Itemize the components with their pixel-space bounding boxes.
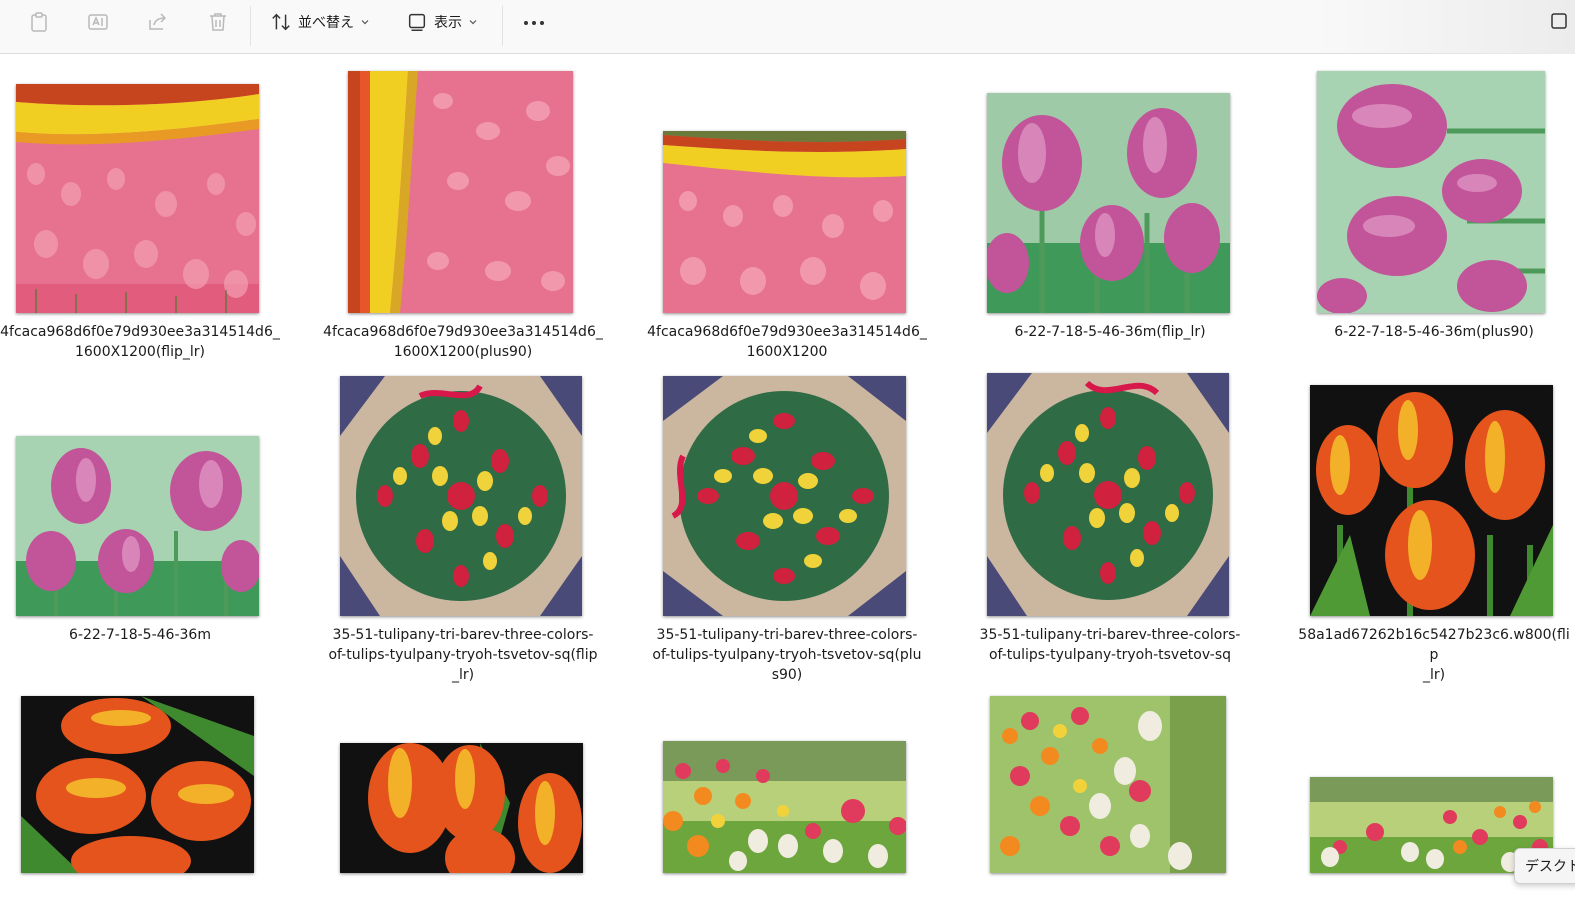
file-thumbnail[interactable] bbox=[16, 84, 259, 313]
tulip-bouquet-image bbox=[987, 373, 1229, 616]
file-thumbnail[interactable] bbox=[348, 71, 573, 313]
file-name: 35-51-tulipany-tri-barev-three-colors- o… bbox=[652, 627, 922, 683]
sort-label: 並べ替え bbox=[298, 15, 354, 31]
magenta-tulips-image bbox=[987, 93, 1230, 313]
sort-button[interactable]: 並べ替え bbox=[270, 10, 370, 34]
view-icon bbox=[408, 13, 426, 31]
toolbar-separator bbox=[502, 6, 503, 46]
toolbar-separator bbox=[250, 6, 251, 46]
desktop-tooltip: デスクトップ bbox=[1514, 848, 1575, 884]
paste-icon[interactable] bbox=[27, 10, 51, 34]
file-name: 35-51-tulipany-tri-barev-three-colors- o… bbox=[328, 627, 598, 683]
magenta-tulips-image bbox=[1317, 71, 1545, 313]
tulip-field-image bbox=[348, 71, 573, 313]
file-name: 6-22-7-18-5-46-36m(flip_lr) bbox=[1014, 324, 1206, 340]
magenta-tulips-image bbox=[16, 436, 259, 616]
toolbar-fade bbox=[1315, 0, 1575, 54]
file-name: 4fcaca968d6f0e79d930ee3a314514d6_ 1600X1… bbox=[647, 324, 927, 360]
file-thumbnail[interactable] bbox=[987, 93, 1230, 313]
tulip-field-image bbox=[16, 84, 259, 313]
file-thumbnail[interactable] bbox=[990, 696, 1226, 873]
orange-tulips-image bbox=[1310, 385, 1553, 616]
file-thumbnail[interactable] bbox=[340, 376, 582, 616]
file-name: 6-22-7-18-5-46-36m bbox=[69, 627, 211, 643]
file-name: 4fcaca968d6f0e79d930ee3a314514d6_ 1600X1… bbox=[0, 324, 280, 360]
file-thumbnail[interactable] bbox=[987, 373, 1229, 616]
file-thumbnail[interactable] bbox=[663, 376, 906, 616]
file-name: 35-51-tulipany-tri-barev-three-colors- o… bbox=[979, 627, 1241, 663]
file-thumbnail[interactable] bbox=[1310, 385, 1553, 616]
delete-icon[interactable] bbox=[206, 10, 230, 34]
tulip-meadow-image bbox=[990, 696, 1226, 873]
file-name: 58a1ad67262b16c5427b23c6.w800(flip _lr) bbox=[1298, 627, 1570, 683]
tulip-field-image bbox=[663, 131, 906, 313]
tulip-bouquet-image bbox=[663, 376, 906, 616]
file-thumbnail[interactable] bbox=[16, 436, 259, 616]
command-bar: 並べ替え 表示 bbox=[0, 0, 1575, 54]
file-thumbnail[interactable] bbox=[663, 741, 906, 873]
more-icon[interactable] bbox=[522, 19, 546, 27]
file-thumbnail[interactable] bbox=[340, 743, 583, 873]
tulip-meadow-image bbox=[1310, 777, 1553, 873]
chevron-down-icon bbox=[469, 20, 477, 25]
tulip-bouquet-image bbox=[340, 376, 582, 616]
sort-icon bbox=[272, 13, 290, 31]
file-thumbnail[interactable] bbox=[21, 696, 254, 873]
file-thumbnail[interactable] bbox=[1310, 777, 1553, 873]
orange-tulips-image bbox=[340, 743, 583, 873]
file-name: 4fcaca968d6f0e79d930ee3a314514d6_ 1600X1… bbox=[323, 324, 603, 360]
file-thumbnail[interactable] bbox=[663, 131, 906, 313]
view-label: 表示 bbox=[434, 15, 462, 31]
tulip-meadow-image bbox=[663, 741, 906, 873]
rename-icon[interactable] bbox=[86, 10, 110, 34]
chevron-down-icon bbox=[361, 20, 369, 25]
details-pane-icon[interactable] bbox=[1551, 12, 1567, 30]
view-button[interactable]: 表示 bbox=[406, 10, 478, 34]
orange-tulips-image bbox=[21, 696, 254, 873]
file-thumbnail[interactable] bbox=[1317, 71, 1545, 313]
share-icon[interactable] bbox=[146, 10, 170, 34]
file-name: 6-22-7-18-5-46-36m(plus90) bbox=[1334, 324, 1534, 340]
